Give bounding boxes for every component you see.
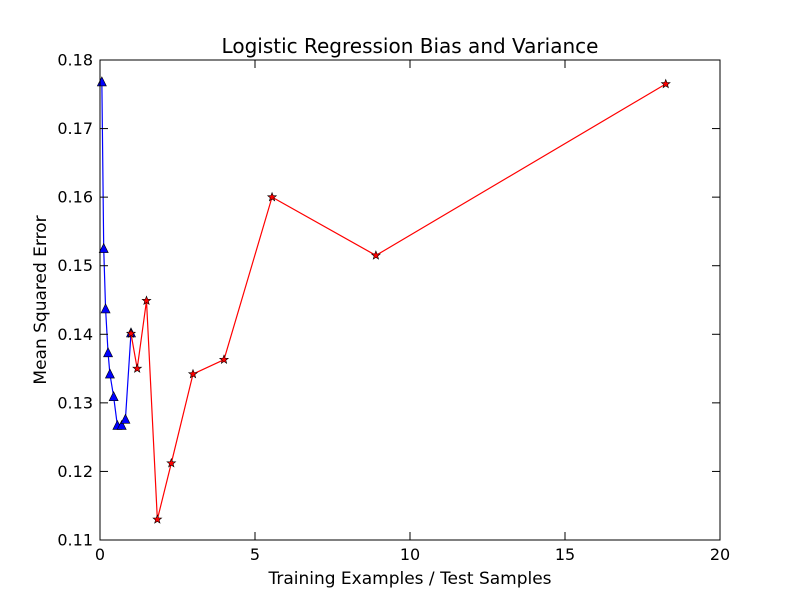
ticks-layer: 0 5 10 15 20 0.11 0.12 0.13 0.14 0.15 0.16 0.17 0.18 <box>57 51 730 565</box>
series-line <box>130 83 667 520</box>
data-point-star <box>125 328 137 338</box>
y-tick-label: 0.17 <box>57 119 93 138</box>
x-tick-label: 10 <box>400 545 420 564</box>
y-tick-label: 0.18 <box>57 51 93 70</box>
data-point-star <box>218 354 230 364</box>
data-point-star <box>266 191 278 202</box>
data-point-star <box>660 78 671 89</box>
data-point-star <box>141 295 152 306</box>
data-point-triangle <box>120 413 131 424</box>
series-layer <box>96 76 671 524</box>
data-point-triangle <box>104 368 115 379</box>
y-axis-label: Mean Squared Error <box>31 215 51 384</box>
x-axis-label: Training Examples / Test Samples <box>267 569 551 589</box>
y-tick-label: 0.13 <box>57 393 93 412</box>
data-point-triangle <box>116 419 127 430</box>
data-point-star <box>370 250 381 260</box>
plot-frame <box>99 59 721 541</box>
data-point-triangle <box>103 347 114 358</box>
y-tick-label: 0.12 <box>57 462 93 481</box>
x-tick-label: 0 <box>95 545 105 564</box>
chart-title: Logistic Regression Bias and Variance <box>222 34 599 58</box>
data-point-triangle <box>100 303 111 314</box>
data-point-star <box>166 457 177 468</box>
x-tick-label: 20 <box>710 545 730 564</box>
y-tick-label: 0.16 <box>57 188 93 207</box>
data-point-star <box>132 363 143 373</box>
x-tick-label: 5 <box>250 545 260 564</box>
y-tick-label: 0.11 <box>57 531 93 550</box>
y-tick-label: 0.15 <box>57 256 93 275</box>
y-tick-label: 0.14 <box>57 325 93 344</box>
x-tick-label: 15 <box>555 545 575 564</box>
plot-background <box>100 60 720 540</box>
data-point-triangle <box>98 242 109 253</box>
data-point-triangle <box>108 391 119 401</box>
data-point-star <box>187 368 199 379</box>
data-point-star <box>152 514 163 524</box>
